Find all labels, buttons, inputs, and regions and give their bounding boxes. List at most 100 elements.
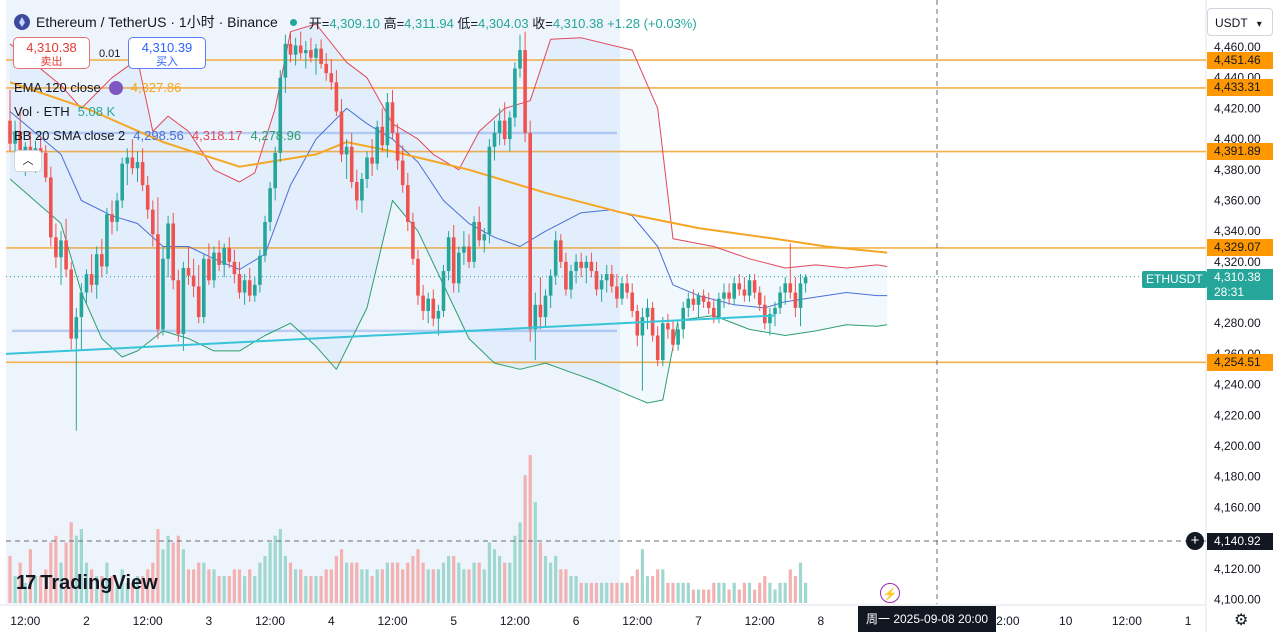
time-tick-label: 1 — [1185, 614, 1192, 628]
candle-body — [742, 289, 747, 296]
volume-bar — [651, 576, 655, 603]
volume-bar — [778, 582, 782, 603]
candle-body — [309, 50, 313, 58]
candle-body — [671, 329, 675, 345]
candle-body — [451, 237, 456, 284]
price-tick-label: 4,420.00 — [1214, 101, 1261, 115]
candle-body — [258, 255, 262, 285]
low-value: 4,304.03 — [478, 15, 529, 31]
market-open-icon — [289, 18, 297, 26]
candle-body — [737, 283, 742, 290]
candle-body — [584, 261, 589, 268]
candle-body — [446, 237, 451, 272]
volume-bar — [64, 542, 68, 603]
volume-bar — [574, 576, 578, 603]
indicator-bb[interactable]: BB 20 SMA close 2 4,298.56 4,318.17 4,27… — [14, 128, 301, 143]
candle-body — [135, 162, 140, 169]
candle-body — [798, 283, 803, 308]
volume-bar — [783, 582, 787, 603]
symbol-header[interactable]: Ethereum / TetherUS · 1小时 · Binance 开=4,… — [14, 12, 697, 32]
candle-body — [8, 120, 12, 144]
volume-bar — [635, 569, 639, 603]
volume-bar — [554, 555, 558, 603]
price-level-tag: 4,433.31 — [1207, 79, 1273, 97]
bollinger-basis-line — [9, 107, 888, 309]
volume-bar — [263, 555, 267, 603]
price-tick-label: 4,120.00 — [1214, 562, 1261, 576]
candle-body — [717, 298, 721, 318]
volume-bar — [248, 569, 252, 603]
candle-body — [288, 43, 293, 55]
candle-body — [237, 274, 242, 293]
candle-body — [645, 307, 650, 318]
indicator-ema[interactable]: EMA 120 close 4,327.86 — [14, 80, 181, 95]
volume-bar — [452, 555, 456, 603]
bollinger-band-fill — [10, 24, 888, 403]
candle-body — [110, 214, 114, 222]
volume-bar — [605, 582, 609, 603]
candle-body — [263, 221, 267, 256]
volume-bar — [268, 542, 272, 603]
time-tick-label: 12:00 — [10, 614, 40, 628]
volume-bar — [421, 562, 425, 603]
candle-body — [100, 254, 104, 267]
volume-bar — [283, 555, 287, 603]
price-tick-label: 4,220.00 — [1214, 408, 1261, 422]
candle-body — [548, 275, 553, 296]
volume-bar — [482, 569, 486, 603]
volume-bar — [79, 529, 83, 603]
refresh-icon[interactable] — [108, 80, 123, 95]
sell-button[interactable]: 4,310.38 卖出 — [13, 37, 90, 69]
volume-bar — [763, 576, 767, 603]
candle-body — [79, 292, 84, 318]
add-alert-plus-icon[interactable]: + — [1186, 532, 1204, 550]
candle-body — [502, 120, 507, 140]
volume-bar — [100, 576, 104, 603]
volume-bar — [467, 569, 471, 603]
candle-body — [594, 271, 599, 290]
volume-bar — [13, 576, 17, 603]
currency-unit-button[interactable]: USDT ▾ — [1207, 8, 1273, 36]
volume-bar — [355, 562, 359, 603]
candle-body — [722, 292, 726, 299]
volume-bar — [54, 535, 58, 603]
candle-body — [140, 162, 145, 186]
volume-bar — [508, 562, 512, 603]
price-tick-label: 4,380.00 — [1214, 163, 1261, 177]
candle-body — [630, 292, 634, 311]
volume-bar — [661, 569, 665, 603]
candle-body — [615, 286, 619, 299]
volume-bar — [804, 582, 808, 603]
gear-icon[interactable]: ⚙ — [1234, 612, 1249, 629]
candle-body — [171, 223, 175, 281]
volume-bar — [696, 589, 701, 603]
volume-bar — [207, 569, 211, 603]
volume-bar — [314, 576, 318, 603]
price-tick-label: 4,400.00 — [1214, 132, 1261, 146]
symbol-title[interactable]: Ethereum / TetherUS · 1小时 · Binance — [36, 14, 278, 30]
candle-body — [686, 298, 691, 308]
candle-body — [176, 280, 181, 334]
volume-bar — [18, 562, 22, 603]
candle-body — [727, 292, 731, 299]
volume-bar — [202, 562, 206, 603]
lightning-icon[interactable]: ⚡ — [880, 583, 900, 603]
volume-bar — [753, 589, 757, 603]
price-tick-label: 4,200.00 — [1214, 439, 1261, 453]
volume-bar — [222, 576, 226, 603]
candle-body — [370, 157, 374, 164]
buy-button[interactable]: 4,310.39 买入 — [128, 37, 206, 69]
candle-body — [329, 73, 334, 83]
candle-body — [54, 237, 58, 258]
collapse-legend-button[interactable]: ︿ — [14, 150, 42, 172]
indicator-volume[interactable]: Vol · ETH 5.08 K — [14, 104, 115, 119]
volume-bar — [671, 582, 675, 603]
sell-label: 卖出 — [40, 56, 63, 68]
volume-bar — [589, 582, 593, 603]
candle-body — [334, 82, 339, 112]
candle-body — [212, 252, 216, 281]
candle-body — [508, 117, 512, 140]
chevron-up-icon: ︿ — [22, 155, 34, 167]
volume-bar — [462, 569, 466, 603]
